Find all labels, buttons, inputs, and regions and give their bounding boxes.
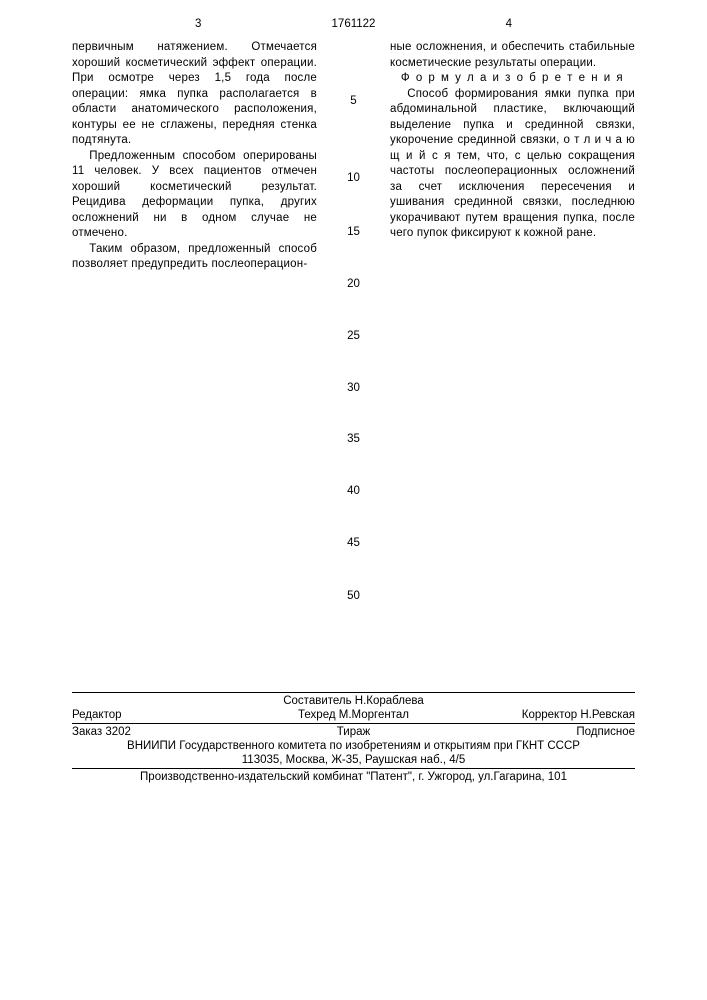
divider-2: [72, 723, 635, 724]
line-number: 45: [344, 537, 364, 549]
page: 3 1761122 4 первичным натяжением. Отмеча…: [0, 0, 707, 1000]
left-para-1: первичным натяжением. Отмечается хороший…: [72, 40, 317, 149]
compiler-line: Составитель Н.Кораблева: [72, 695, 635, 707]
org-line-2: 113035, Москва, Ж-35, Раушская наб., 4/5: [72, 754, 635, 766]
line-number: 20: [344, 278, 364, 290]
order-row: Заказ 3202 Тираж Подписное: [72, 726, 635, 738]
org-line-1: ВНИИПИ Государственного комитета по изоб…: [72, 740, 635, 752]
left-column: первичным натяжением. Отмечается хороший…: [72, 40, 317, 273]
tehred: Техред М.Моргентал: [260, 709, 448, 721]
subscription: Подписное: [447, 726, 635, 738]
line-number: 25: [344, 330, 364, 342]
page-number-left: 3: [195, 18, 201, 30]
right-column: ные осложнения, и обеспечить стабильные …: [390, 40, 635, 242]
production-line: Производственно-издательский комбинат "П…: [72, 771, 635, 783]
page-header: 3 1761122 4: [0, 0, 707, 40]
divider-1: [72, 692, 635, 693]
divider-3: [72, 768, 635, 769]
line-number: 10: [344, 172, 364, 184]
editor-label: Редактор: [72, 709, 260, 721]
line-number: 50: [344, 590, 364, 602]
editor-row: Редактор Техред М.Моргентал Корректор Н.…: [72, 709, 635, 721]
order-number: Заказ 3202: [72, 726, 260, 738]
line-number: 5: [344, 95, 364, 107]
left-para-3: Таким образом, предложенный способ позво…: [72, 242, 317, 273]
footer-block: Составитель Н.Кораблева Редактор Техред …: [72, 690, 635, 785]
tirazh: Тираж: [260, 726, 448, 738]
document-number: 1761122: [332, 18, 376, 30]
left-para-2: Предложенным способом оперированы 11 чел…: [72, 149, 317, 242]
right-para-2: Способ формирования ямки пупка при абдом…: [390, 87, 635, 242]
line-number: 40: [344, 485, 364, 497]
line-number: 35: [344, 433, 364, 445]
line-number: 30: [344, 382, 364, 394]
formula-heading: Ф о р м у л а и з о б р е т е н и я: [390, 71, 635, 87]
corrector: Корректор Н.Ревская: [447, 709, 635, 721]
text-columns: первичным натяжением. Отмечается хороший…: [0, 40, 707, 560]
page-number-right: 4: [506, 18, 512, 30]
line-number: 15: [344, 226, 364, 238]
right-para-1: ные осложнения, и обеспечить стабильные …: [390, 40, 635, 71]
